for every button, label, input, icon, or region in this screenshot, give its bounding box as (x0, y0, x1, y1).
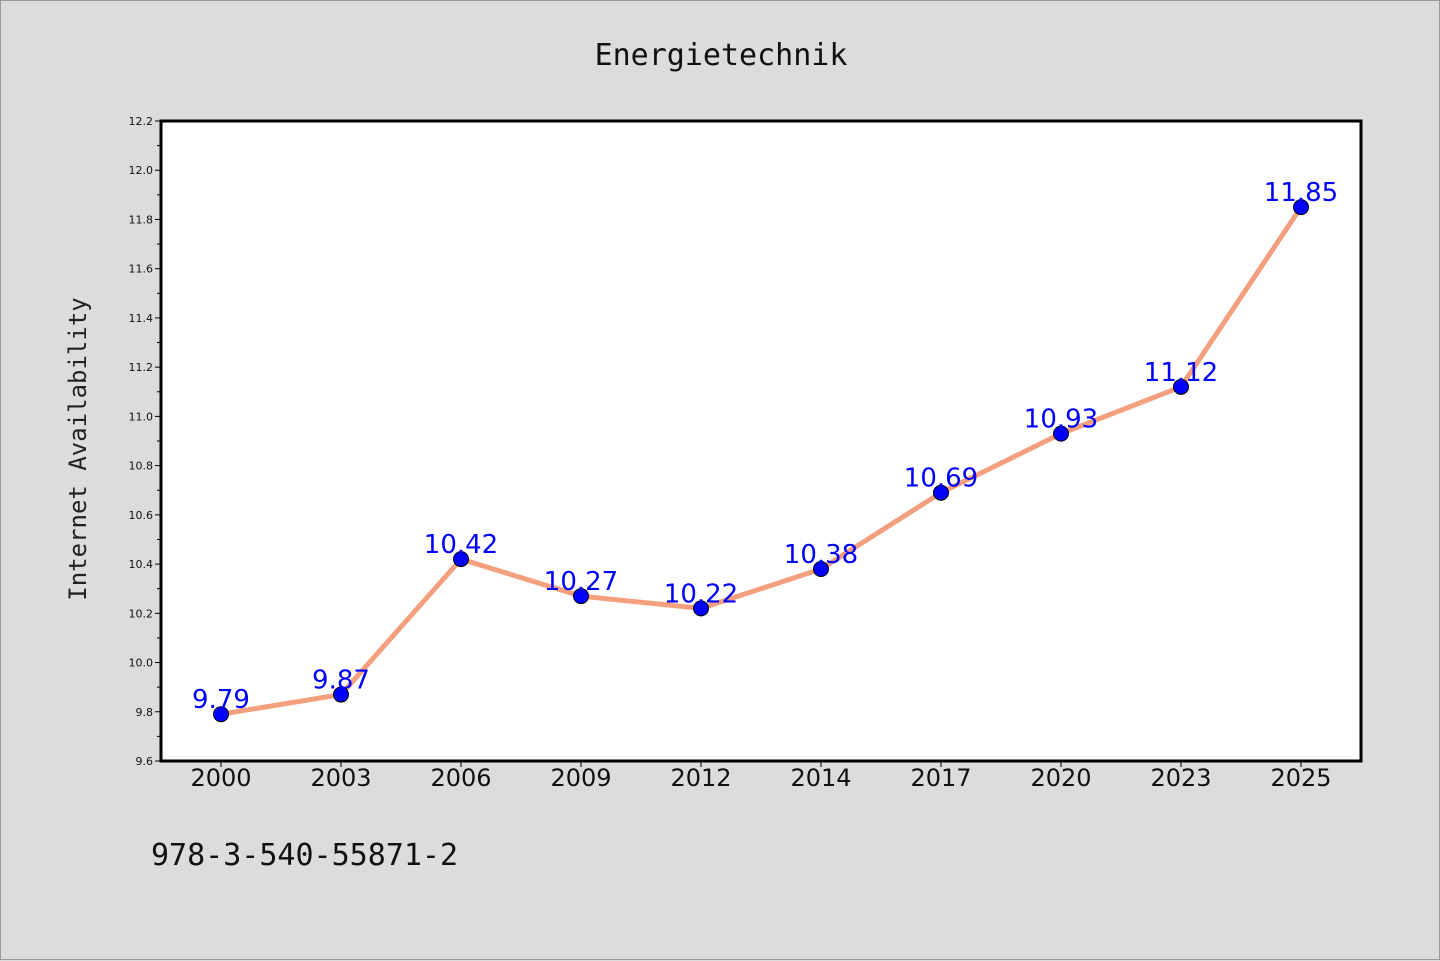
data-point-marker (1053, 425, 1069, 442)
x-tick-label: 2000 (190, 764, 251, 792)
data-point-label: 10.27 (544, 567, 618, 597)
x-tick-label: 2017 (910, 764, 971, 792)
y-tick-label: 11.6 (129, 263, 154, 276)
data-point-label: 9.87 (312, 666, 370, 696)
y-tick-label: 10.6 (129, 509, 154, 522)
data-point-label: 10.42 (424, 530, 498, 560)
data-point-label: 9.79 (192, 685, 250, 715)
x-axis: 2000 2003 2006 2009 2012 2014 2017 2020 2023 2025 (190, 761, 1332, 792)
data-point-label: 10.69 (904, 464, 978, 494)
data-point-marker (1293, 199, 1309, 216)
y-tick-label: 12.0 (129, 164, 154, 177)
data-point-marker (333, 686, 349, 703)
x-tick-label: 2006 (430, 764, 491, 792)
data-point-marker (813, 561, 829, 577)
data-point-marker (573, 588, 589, 605)
data-labels: 9.79 9.87 10.42 10.27 10.22 10.38 10.69 10.93 11… (192, 178, 1338, 715)
series-group (213, 199, 1309, 723)
y-tick-label: 10.0 (129, 657, 154, 670)
footnote-isbn: 978-3-540-55871-2 (151, 838, 458, 873)
x-tick-label: 2023 (1150, 764, 1211, 792)
x-tick-label: 2003 (310, 764, 371, 792)
data-point-label: 10.93 (1024, 405, 1098, 435)
plot-area (159, 119, 1363, 763)
y-tick-label: 9.6 (136, 755, 154, 768)
data-point-label: 10.38 (784, 540, 858, 570)
x-tick-label: 2025 (1270, 764, 1331, 792)
data-point-label: 11.85 (1264, 178, 1338, 208)
series-line (218, 204, 1304, 717)
y-axis-label: Internet Availability (64, 297, 92, 600)
y-tick-label: 11.8 (129, 213, 154, 226)
data-point-label: 11.12 (1144, 358, 1218, 388)
y-tick-label: 11.2 (129, 361, 154, 374)
y-tick-label: 10.8 (129, 460, 154, 473)
x-tick-label: 2020 (1030, 764, 1091, 792)
y-tick-label: 10.2 (129, 607, 154, 620)
data-point-marker (933, 484, 949, 501)
data-point-marker (453, 551, 469, 568)
x-tick-label: 2012 (670, 764, 731, 792)
y-tick-label: 9.8 (136, 706, 154, 719)
x-tick-label: 2014 (790, 764, 851, 792)
data-point-marker (213, 706, 229, 723)
data-point-label: 10.22 (664, 579, 738, 609)
data-point-marker (1173, 378, 1189, 395)
chart-title: Energietechnik (595, 38, 848, 73)
y-tick-label: 10.4 (129, 558, 154, 571)
x-tick-label: 2009 (550, 764, 611, 792)
y-tick-label: 11.4 (129, 312, 154, 325)
y-tick-label: 12.2 (129, 115, 154, 128)
y-tick-label: 11.0 (129, 410, 154, 423)
y-axis: 9.6 9.8 10.0 10.2 10.4 10.6 10.8 11.0 11.2 11.4 11… (129, 115, 161, 768)
data-point-marker (693, 600, 709, 617)
